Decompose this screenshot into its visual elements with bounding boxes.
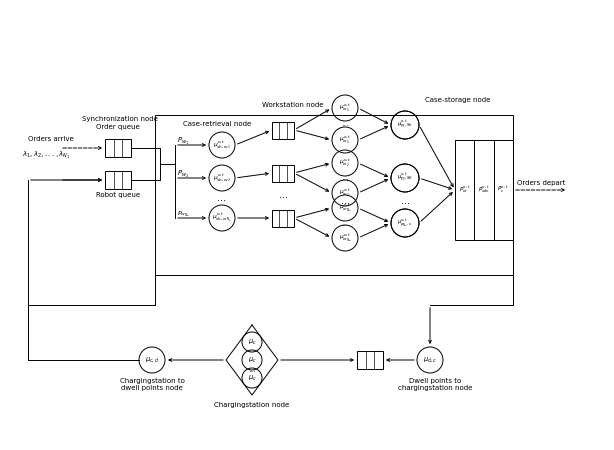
Text: $P_{w_2}$: $P_{w_2}$ [177, 168, 189, 180]
Text: $\mu^{o,t}_{w_2}$: $\mu^{o,t}_{w_2}$ [339, 188, 351, 198]
Bar [155, 115, 513, 275]
Text: Workstation node: Workstation node [262, 102, 324, 108]
Text: $\mu^{o,t}_{p_2,SK}$: $\mu^{o,t}_{p_2,SK}$ [397, 172, 413, 184]
Text: Case-storage node: Case-storage node [425, 97, 491, 103]
Bar [272, 122, 294, 139]
Bar [272, 210, 294, 226]
Bar [105, 171, 131, 189]
Text: $\mu^{o,t}_{p_{N_w},s}$: $\mu^{o,t}_{p_{N_w},s}$ [397, 217, 413, 229]
Text: $\mu_{d,c}$: $\mu_{d,c}$ [423, 356, 437, 364]
Text: $\mu^{o,t}_{sh,w_{N_w}}$: $\mu^{o,t}_{sh,w_{N_w}}$ [212, 212, 232, 224]
Text: $P^{o,t}_{c}$: $P^{o,t}_{c}$ [497, 185, 509, 195]
Text: ...: ... [341, 195, 349, 206]
Text: ...: ... [400, 195, 410, 206]
Text: $\mu^{o,t}_{w_{N_w}}$: $\mu^{o,t}_{w_{N_w}}$ [338, 232, 351, 244]
Text: ...: ... [341, 219, 349, 228]
Text: $\mu^{o,t}_{w_1}$: $\mu^{o,t}_{w_1}$ [339, 135, 351, 145]
Bar [455, 140, 513, 240]
Text: $\mu^{o,t}_{p_1,Sh}$: $\mu^{o,t}_{p_1,Sh}$ [397, 119, 413, 131]
Text: ...: ... [341, 174, 349, 183]
Text: Order queue: Order queue [96, 124, 140, 130]
Text: ...: ... [248, 364, 256, 373]
Text: Orders depart: Orders depart [517, 180, 565, 186]
Text: $\mu_c$: $\mu_c$ [247, 356, 257, 364]
Text: Dwell points to
chargingstation node: Dwell points to chargingstation node [398, 378, 472, 391]
Bar [357, 351, 383, 369]
Text: $\mu^{o,t}_{sh,w_2}$: $\mu^{o,t}_{sh,w_2}$ [213, 172, 231, 184]
Text: $\mu_c$: $\mu_c$ [247, 338, 257, 346]
Text: $\mu_c$: $\mu_c$ [247, 374, 257, 382]
Text: ...: ... [217, 193, 227, 203]
Text: Chargingstation node: Chargingstation node [214, 402, 290, 408]
Text: $\mu_{c,d}$: $\mu_{c,d}$ [145, 356, 159, 364]
Text: Synchronization node: Synchronization node [82, 116, 158, 122]
Bar [105, 139, 131, 157]
Text: $P_{w_{N_w}}$: $P_{w_{N_w}}$ [177, 209, 190, 219]
Text: $P_{w_1}$: $P_{w_1}$ [177, 135, 189, 147]
Text: Orders arrive: Orders arrive [28, 136, 74, 142]
Text: $\mu^{o,t}_{w_2}$: $\mu^{o,t}_{w_2}$ [339, 158, 351, 168]
Text: $\mu^{o,t}_{sh,w_1}$: $\mu^{o,t}_{sh,w_1}$ [213, 139, 231, 151]
Text: $\lambda_1, \lambda_2, ..., \lambda_{N_1}$: $\lambda_1, \lambda_2, ..., \lambda_{N_1… [22, 150, 71, 161]
Text: Chargingstation to
dwell points node: Chargingstation to dwell points node [120, 378, 184, 391]
Text: ...: ... [341, 120, 349, 129]
Text: $P^{o,t}_{idle}$: $P^{o,t}_{idle}$ [478, 184, 490, 195]
Bar [272, 165, 294, 181]
Text: $\mu^{o,t}_{w_{N_w}}$: $\mu^{o,t}_{w_{N_w}}$ [338, 202, 351, 214]
Text: $\mu^{o,t}_{w_1}$: $\mu^{o,t}_{w_1}$ [339, 103, 351, 113]
Text: Robot queue: Robot queue [96, 192, 140, 198]
Text: $P^{o,t}_{nt}$: $P^{o,t}_{nt}$ [459, 184, 470, 195]
Text: ...: ... [279, 190, 287, 201]
Text: Case-retrieval node: Case-retrieval node [183, 121, 251, 127]
